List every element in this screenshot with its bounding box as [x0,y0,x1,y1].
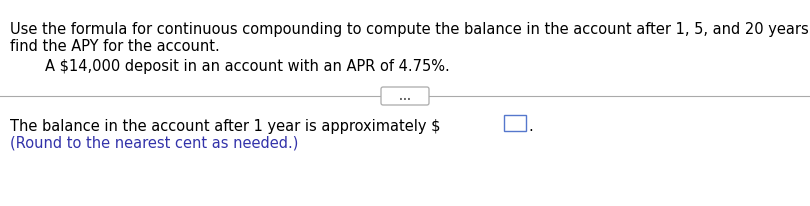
Text: ...: ... [399,91,411,102]
FancyBboxPatch shape [504,115,526,131]
Text: Use the formula for continuous compounding to compute the balance in the account: Use the formula for continuous compoundi… [10,22,810,37]
Text: A $14,000 deposit in an account with an APR of 4.75%.: A $14,000 deposit in an account with an … [45,59,450,74]
Text: .: . [528,118,533,133]
Text: (Round to the nearest cent as needed.): (Round to the nearest cent as needed.) [10,135,298,150]
FancyBboxPatch shape [381,88,429,105]
Text: The balance in the account after 1 year is approximately $: The balance in the account after 1 year … [10,118,441,133]
Text: find the APY for the account.: find the APY for the account. [10,39,220,54]
